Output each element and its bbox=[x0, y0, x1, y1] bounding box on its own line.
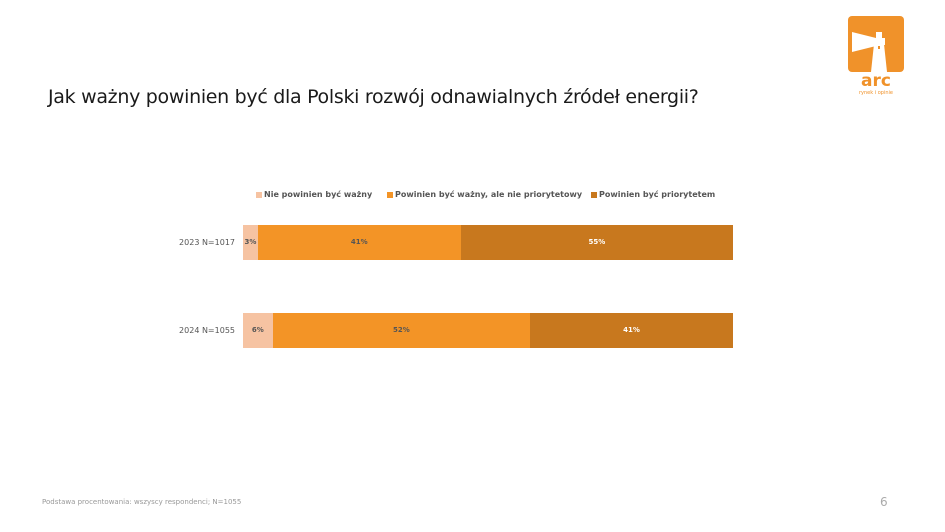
bar-segment bbox=[530, 313, 733, 348]
arc-logo: arc rynek i opinie bbox=[848, 16, 904, 96]
legend-swatch bbox=[256, 191, 262, 198]
page-number: 6 bbox=[880, 495, 888, 509]
footnote: Podstawa procentowania: wszyscy responde… bbox=[42, 498, 242, 506]
category-label: 2024 N=1055 bbox=[179, 326, 235, 335]
page-title: Jak ważny powinien być dla Polski rozwój… bbox=[48, 86, 699, 108]
legend-swatch bbox=[591, 191, 597, 198]
legend-label: Powinien być ważny, ale nie priorytetowy bbox=[395, 190, 583, 199]
bar-segment bbox=[460, 225, 733, 260]
bar-segment bbox=[272, 313, 531, 348]
svg-text:arc: arc bbox=[861, 71, 891, 91]
stacked-bar-2023: 3% 41% 55% bbox=[243, 225, 733, 260]
data-label: 52% bbox=[392, 326, 410, 334]
legend-item: Nie powinien być ważny bbox=[256, 190, 372, 199]
data-label: 41% bbox=[623, 326, 640, 334]
legend-item: Powinien być ważny, ale nie priorytetowy bbox=[387, 190, 582, 199]
data-label: 6% bbox=[251, 326, 264, 334]
data-label: 41% bbox=[350, 238, 368, 246]
legend-item: Powinien być priorytetem bbox=[591, 190, 715, 199]
data-label: 55% bbox=[588, 238, 606, 246]
svg-text:rynek i opinie: rynek i opinie bbox=[859, 90, 893, 96]
category-label: 2023 N=1017 bbox=[179, 238, 235, 247]
stacked-bar-2024: 6% 52% 41% bbox=[243, 313, 733, 348]
bar-segment bbox=[243, 225, 258, 260]
bar-segment bbox=[257, 225, 461, 260]
data-label: 3% bbox=[244, 238, 257, 246]
legend-swatch bbox=[387, 191, 393, 198]
legend-label: Powinien być priorytetem bbox=[599, 190, 716, 199]
legend-label: Nie powinien być ważny bbox=[264, 190, 373, 199]
bar-segment bbox=[243, 313, 273, 348]
